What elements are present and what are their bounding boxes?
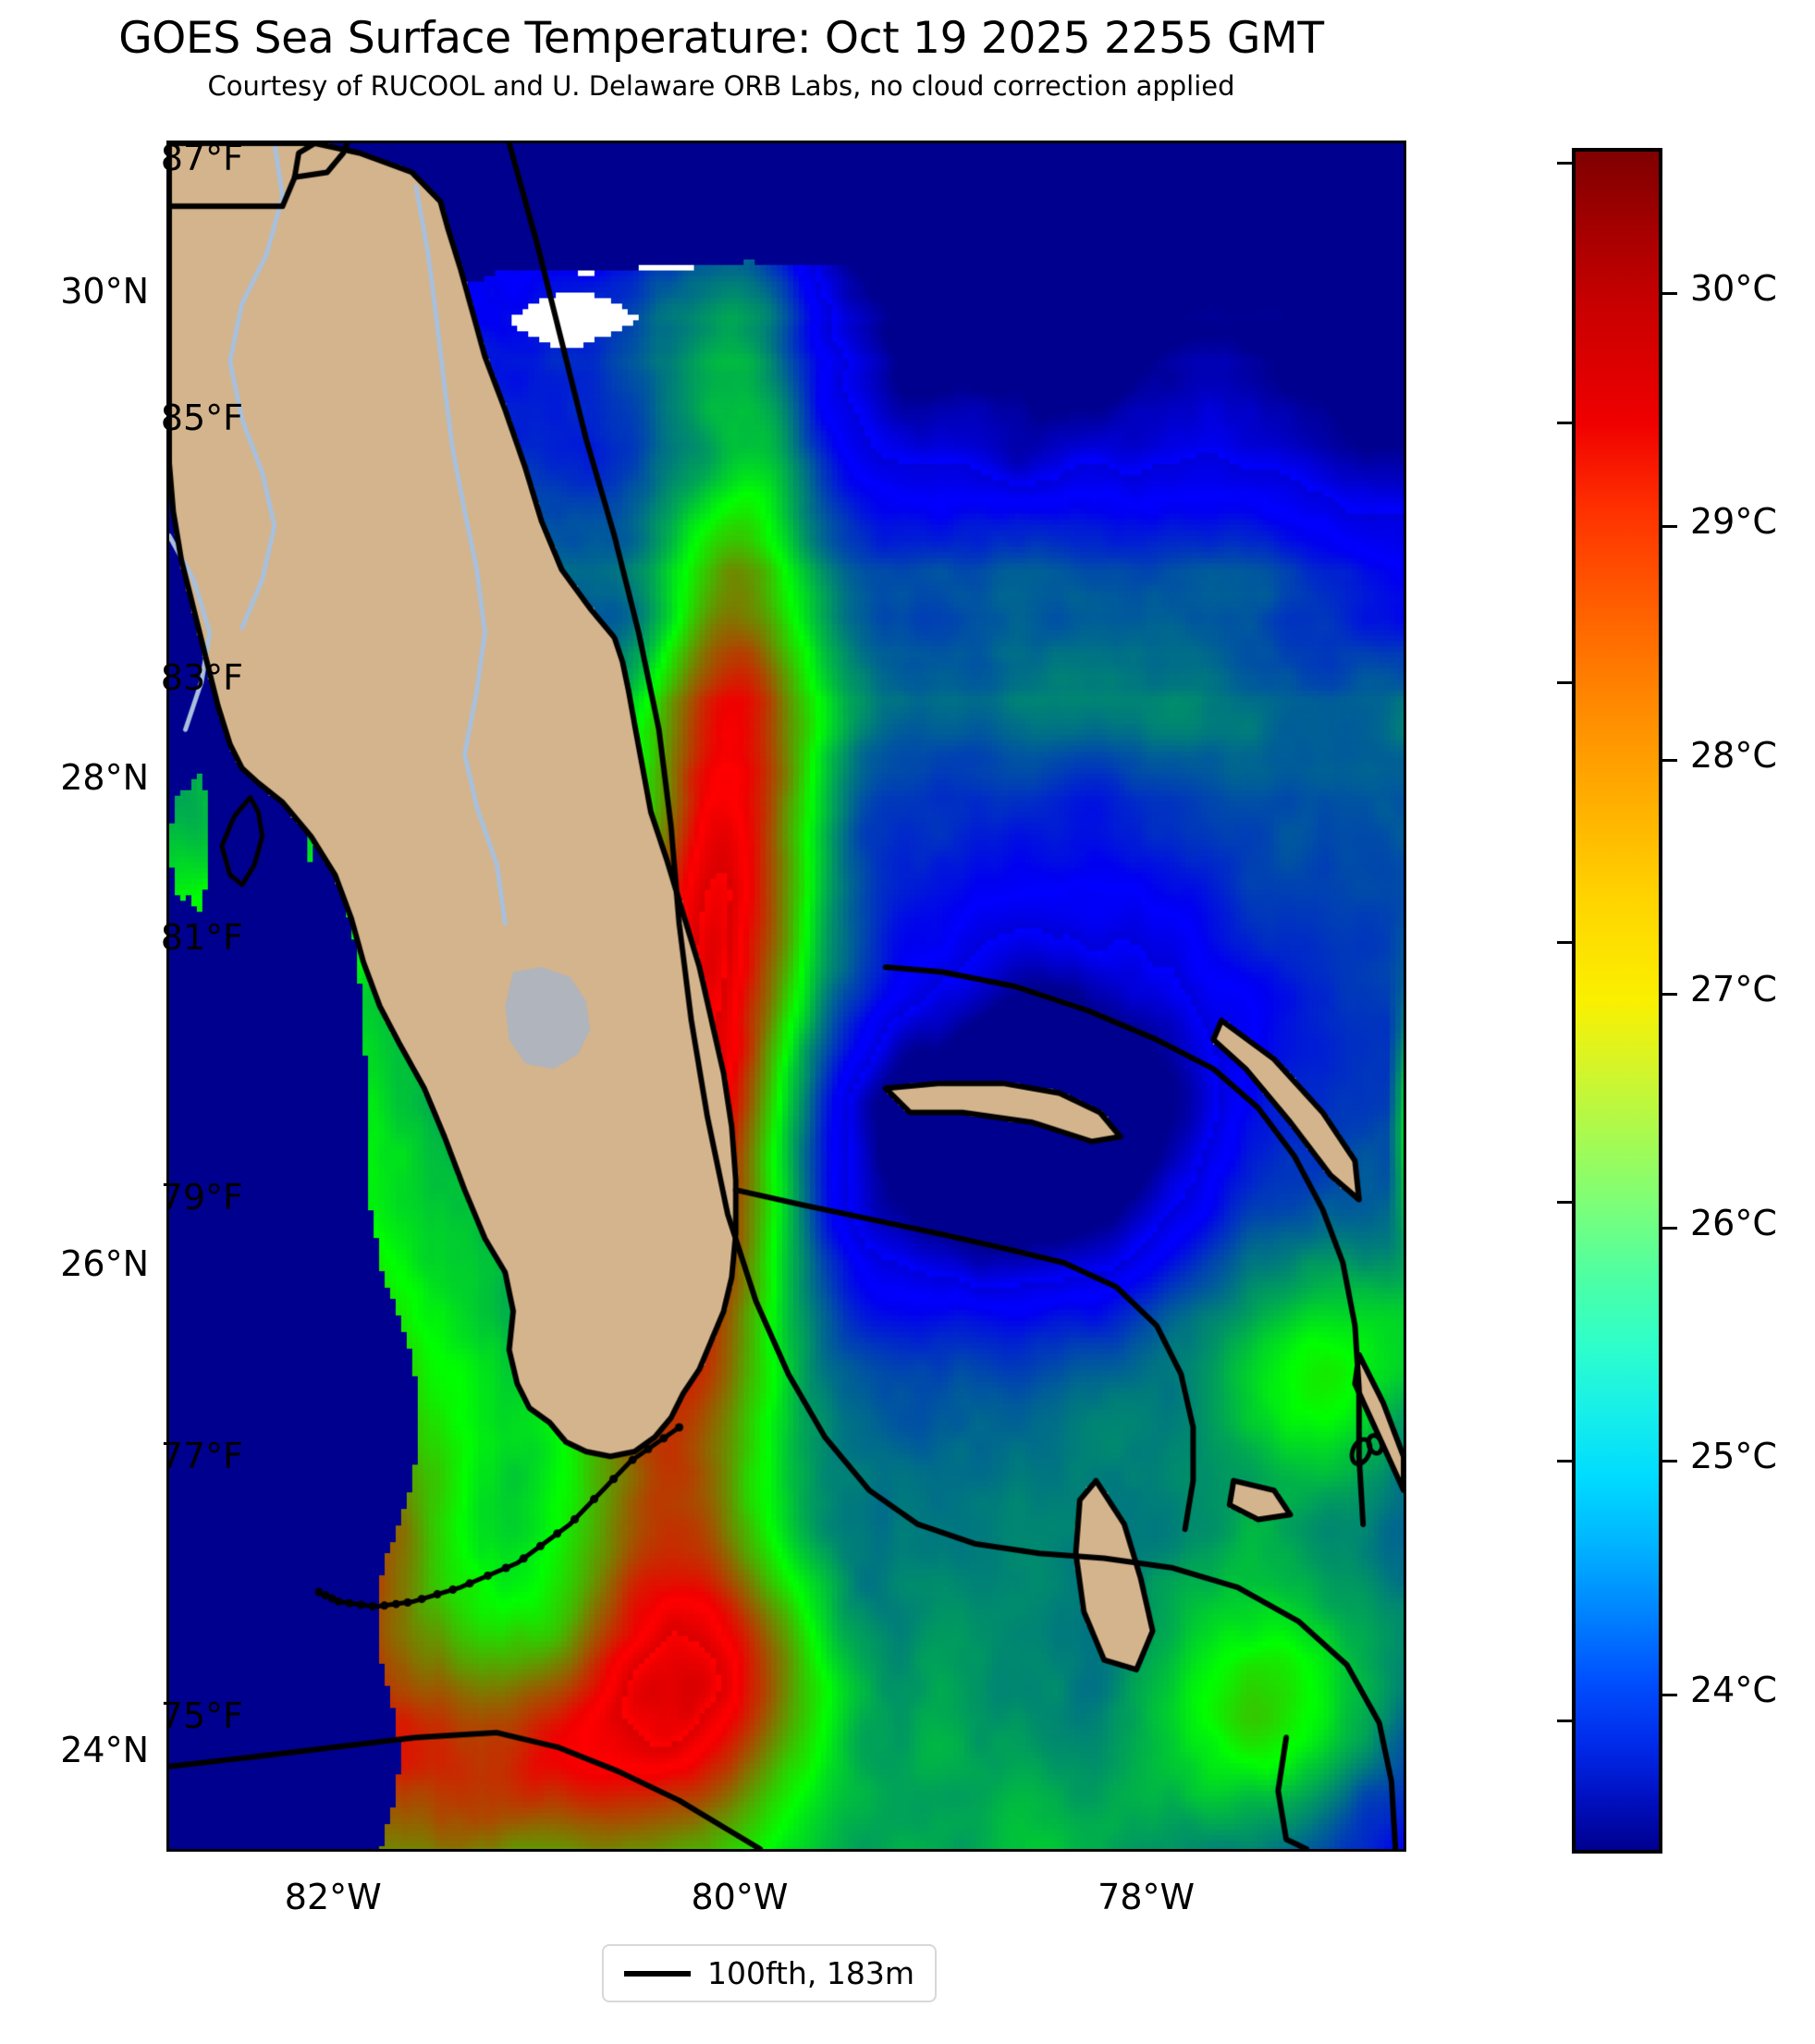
- lat-tick-major-right: [1404, 780, 1406, 783]
- lon-tick-minor: [234, 1849, 237, 1852]
- lat-tick-minor-right: [1404, 537, 1406, 540]
- colorbar-tick-fahrenheit: [1557, 1460, 1576, 1463]
- lat-tick-major-right: [1404, 1753, 1406, 1756]
- lat-tick-major: [166, 294, 169, 297]
- lat-tick-minor-right: [1404, 1388, 1406, 1390]
- coastline-overlay: [169, 143, 1404, 1849]
- lon-tick-minor: [946, 1849, 949, 1852]
- colorbar-label-celsius: 26°C: [1690, 1202, 1777, 1243]
- lat-tick-minor-right: [1404, 173, 1406, 176]
- colorbar-tick-fahrenheit: [1557, 1720, 1576, 1723]
- lon-tick-major-top: [1149, 141, 1152, 143]
- colorbar-tick-celsius: [1659, 525, 1677, 529]
- lat-axis-label: 28°N: [60, 756, 149, 798]
- isobath-legend[interactable]: 100fth, 183m: [602, 1944, 937, 2002]
- lon-tick-minor-top: [1048, 141, 1050, 143]
- lon-tick-minor-top: [844, 141, 847, 143]
- colorbar-tick-celsius: [1659, 1226, 1677, 1230]
- isobath-line-swatch: [624, 1970, 691, 1977]
- lat-tick-minor: [166, 1144, 169, 1147]
- lat-tick-minor-right: [1404, 415, 1406, 418]
- colorbar-tick-celsius: [1659, 1460, 1677, 1463]
- colorbar-tick-celsius: [1659, 291, 1677, 295]
- lat-tick-major-right: [1404, 294, 1406, 297]
- lat-axis-label: 26°N: [60, 1242, 149, 1284]
- colorbar-tick-fahrenheit: [1557, 422, 1576, 425]
- colorbar-label-fahrenheit: 77°F: [160, 1436, 243, 1477]
- lon-tick-major-top: [742, 141, 745, 143]
- lat-tick-minor-right: [1404, 1631, 1406, 1634]
- lat-tick-minor: [166, 1510, 169, 1512]
- sst-colorbar[interactable]: [1557, 148, 1677, 1854]
- colorbar-label-celsius: 24°C: [1690, 1670, 1777, 1711]
- lat-tick-minor: [166, 537, 169, 540]
- lon-axis-label: 78°W: [1098, 1877, 1196, 1917]
- lon-tick-major: [1149, 1849, 1152, 1852]
- lat-tick-minor-right: [1404, 1144, 1406, 1147]
- lon-tick-minor: [844, 1849, 847, 1852]
- lon-tick-minor: [1352, 1849, 1355, 1852]
- colorbar-label-celsius: 27°C: [1690, 968, 1777, 1010]
- lon-tick-minor: [641, 1849, 644, 1852]
- colorbar-label-celsius: 28°C: [1690, 735, 1777, 777]
- lon-axis-label: 82°W: [284, 1877, 382, 1917]
- lat-tick-major-right: [1404, 1267, 1406, 1269]
- lat-tick-minor: [166, 1631, 169, 1634]
- colorbar-label-fahrenheit: 87°F: [160, 138, 243, 179]
- lat-tick-minor-right: [1404, 1510, 1406, 1512]
- lon-tick-minor: [539, 1849, 542, 1852]
- colorbar-label-fahrenheit: 83°F: [160, 656, 243, 698]
- lat-axis-label: 24°N: [60, 1729, 149, 1770]
- colorbar-label-fahrenheit: 75°F: [160, 1695, 243, 1737]
- lon-tick-major-top: [336, 141, 338, 143]
- sst-map-axes[interactable]: [166, 141, 1406, 1852]
- colorbar-tick-fahrenheit: [1557, 162, 1576, 165]
- colorbar-label-celsius: 25°C: [1690, 1436, 1777, 1477]
- colorbar-tick-fahrenheit: [1557, 940, 1576, 944]
- lat-tick-major: [166, 1753, 169, 1756]
- lon-tick-minor: [437, 1849, 440, 1852]
- colorbar-tick-fahrenheit: [1557, 680, 1576, 684]
- lon-tick-minor: [1251, 1849, 1254, 1852]
- colorbar-label-fahrenheit: 79°F: [160, 1176, 243, 1218]
- colorbar-tick-celsius: [1659, 759, 1677, 763]
- lat-tick-minor: [166, 1023, 169, 1026]
- colorbar-label-celsius: 29°C: [1690, 501, 1777, 543]
- lon-tick-minor-top: [1251, 141, 1254, 143]
- lon-tick-minor-top: [946, 141, 949, 143]
- colorbar-label-fahrenheit: 81°F: [160, 916, 243, 958]
- page-title: GOES Sea Surface Temperature: Oct 19 202…: [118, 13, 1324, 64]
- lat-tick-minor-right: [1404, 658, 1406, 661]
- lon-tick-minor: [1048, 1849, 1050, 1852]
- lat-tick-minor-right: [1404, 901, 1406, 904]
- colorbar-tick-fahrenheit: [1557, 1200, 1576, 1204]
- lon-tick-minor-top: [1352, 141, 1355, 143]
- lon-tick-major: [336, 1849, 338, 1852]
- lon-tick-minor-top: [539, 141, 542, 143]
- lat-tick-minor: [166, 1388, 169, 1390]
- colorbar-label-celsius: 30°C: [1690, 267, 1777, 309]
- colorbar-tick-celsius: [1659, 992, 1677, 996]
- lon-tick-minor-top: [641, 141, 644, 143]
- colorbar-tick-celsius: [1659, 1694, 1677, 1697]
- isobath-legend-label: 100fth, 183m: [707, 1955, 914, 1991]
- lat-tick-minor: [166, 901, 169, 904]
- lat-tick-major: [166, 780, 169, 783]
- lat-tick-major: [166, 1267, 169, 1269]
- lon-tick-major: [742, 1849, 745, 1852]
- lon-tick-minor-top: [437, 141, 440, 143]
- page-subtitle: Courtesy of RUCOOL and U. Delaware ORB L…: [207, 70, 1235, 102]
- lat-tick-minor-right: [1404, 1023, 1406, 1026]
- lat-axis-label: 30°N: [60, 271, 149, 312]
- lon-axis-label: 80°W: [691, 1877, 789, 1917]
- colorbar-label-fahrenheit: 85°F: [160, 398, 243, 439]
